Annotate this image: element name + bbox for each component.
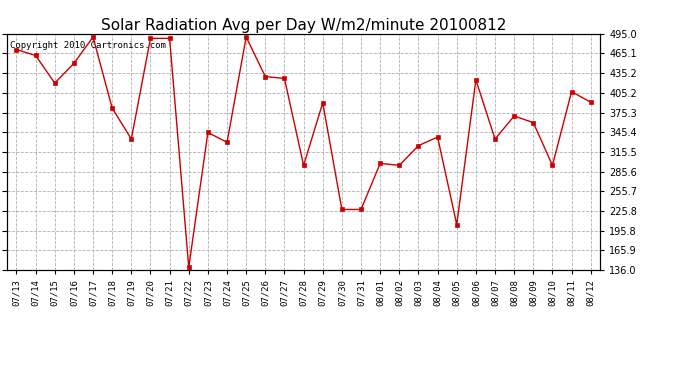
Text: Copyright 2010 Cartronics.com: Copyright 2010 Cartronics.com [10, 41, 166, 50]
Title: Solar Radiation Avg per Day W/m2/minute 20100812: Solar Radiation Avg per Day W/m2/minute … [101, 18, 506, 33]
